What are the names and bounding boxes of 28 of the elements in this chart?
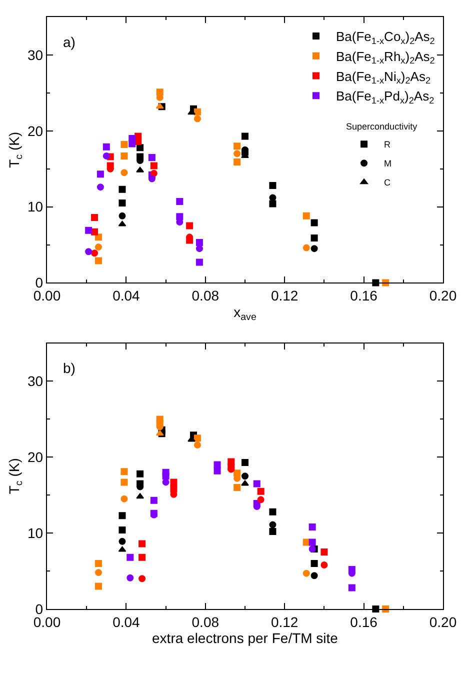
x-tick-label: 0.16 bbox=[350, 288, 378, 304]
legend-label: M bbox=[384, 158, 392, 169]
x-tick-label: 0.20 bbox=[429, 614, 457, 630]
x-tick-label: 0.16 bbox=[350, 614, 378, 630]
legend-label: C bbox=[384, 178, 392, 188]
x-tick-label: 0.12 bbox=[270, 614, 298, 630]
legend-label: Ba(Fe$_{1-x}$Rh$_{x}$)$_{2}$As$_{2}$ bbox=[336, 48, 435, 66]
x-tick-label: 0.04 bbox=[112, 288, 140, 304]
y-tick-label: 10 bbox=[28, 198, 44, 215]
y-tick-label: 10 bbox=[28, 524, 44, 541]
y-tick-label: 20 bbox=[28, 122, 44, 139]
x-axis-title: extra electrons per Fe/TM site bbox=[152, 630, 338, 646]
y-tick-label: 30 bbox=[28, 373, 44, 390]
x-tick-label: 0.08 bbox=[192, 614, 220, 630]
legend-label: Ba(Fe$_{1-x}$Pd$_{x}$)$_{2}$As$_{2}$ bbox=[336, 88, 434, 106]
y-tick-label: 20 bbox=[28, 449, 44, 466]
x-tick-label: 0.08 bbox=[192, 288, 220, 304]
x-tick-label: 0.20 bbox=[429, 288, 457, 304]
legend-label: Ba(Fe$_{1-x}$Ni$_{x}$)$_{2}$As$_{2}$ bbox=[336, 68, 431, 86]
legend-label: R bbox=[384, 140, 392, 150]
x-tick-label: 0.12 bbox=[270, 288, 298, 304]
x-tick-label: 0.04 bbox=[112, 614, 140, 630]
annotation: a) bbox=[63, 34, 76, 50]
annotation: b) bbox=[63, 360, 76, 376]
legend-label: Ba(Fe$_{1-x}$Co$_{x}$)$_{2}$As$_{2}$ bbox=[336, 29, 435, 46]
y-tick-label: 30 bbox=[28, 46, 44, 63]
x-axis-title: x$_{ave}$ bbox=[234, 304, 257, 323]
legend-title: Superconductivity bbox=[346, 122, 418, 132]
